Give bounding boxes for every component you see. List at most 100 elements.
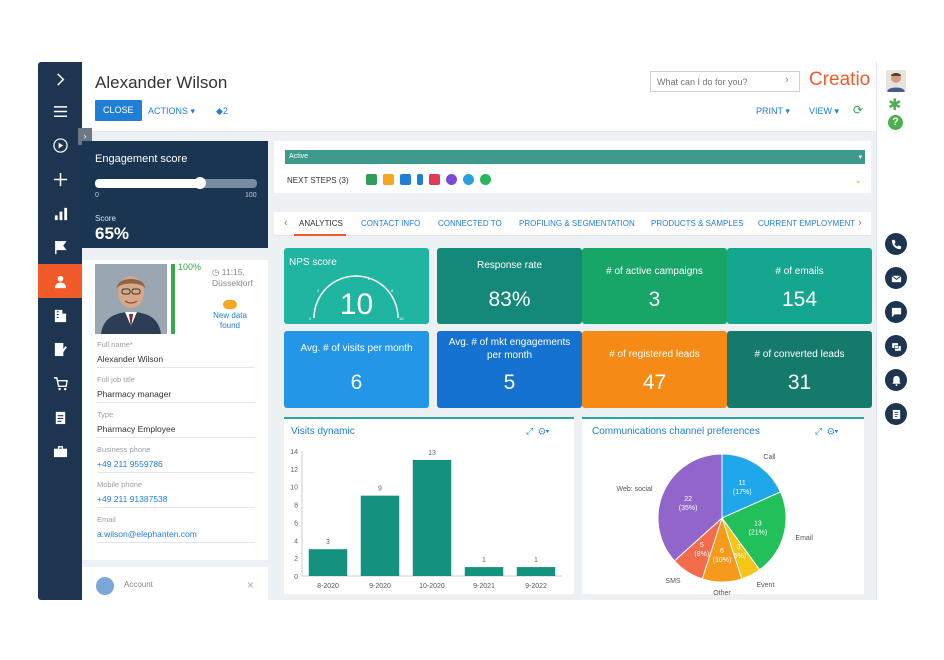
messenger-icon[interactable] (446, 174, 457, 185)
whatsapp-icon[interactable] (480, 174, 491, 185)
engagement-slider[interactable] (95, 177, 257, 189)
stage-panel: Active ▾ NEXT STEPS (3) ⌄ (274, 141, 871, 193)
channel-preferences-chart: Communications channel preferences ⤢ ⚙▾ … (582, 417, 864, 596)
field-value[interactable]: Pharmacy manager (97, 389, 172, 399)
help-icon[interactable]: ? (888, 115, 903, 130)
field-job-title[interactable]: Full job title Pharmacy manager (97, 375, 255, 403)
bar-data-label: 1 (482, 557, 486, 564)
field-mobile-phone[interactable]: Mobile phone +49 211 91387538 (97, 480, 255, 508)
tile-label: NPS score (289, 257, 337, 268)
chevron-right-icon[interactable]: › (785, 74, 789, 86)
view-button[interactable]: VIEW ▾ (809, 106, 840, 116)
refresh-icon[interactable]: ⟳ (853, 103, 864, 117)
tab-contact-info[interactable]: CONTACT INFO (361, 219, 421, 228)
field-email[interactable]: Email a.wilson@elephanten.com (97, 515, 255, 543)
sms-icon[interactable] (429, 174, 440, 185)
field-business-phone[interactable]: Business phone +49 211 9559786 (97, 445, 255, 473)
phone-icon[interactable] (885, 233, 907, 255)
cases-icon[interactable] (38, 434, 82, 468)
account-field[interactable]: Account × (82, 567, 268, 600)
field-value[interactable]: Alexander Wilson (97, 354, 164, 364)
add-icon[interactable] (38, 162, 82, 196)
accounts-icon[interactable] (38, 298, 82, 332)
field-full-name[interactable]: Full name* Alexander Wilson (97, 340, 255, 368)
gauge-tick: 10 (399, 316, 404, 321)
orders-cart-icon[interactable] (38, 366, 82, 400)
telegram-icon[interactable] (463, 174, 474, 185)
collapse-panel-handle[interactable]: › (78, 128, 92, 145)
tags-button[interactable]: ◆2 (216, 106, 228, 117)
flag-icon[interactable] (38, 230, 82, 264)
analytics-icon[interactable] (38, 196, 82, 230)
play-icon[interactable] (38, 128, 82, 162)
left-nav (38, 62, 82, 600)
tile-avg-visits[interactable]: Avg. # of visits per month 6 (284, 331, 429, 408)
tab-connected-to[interactable]: CONNECTED TO (438, 219, 502, 228)
tile-label: Avg. # of visits per month (300, 343, 413, 354)
engagement-max: 100 (245, 192, 257, 199)
tasks-clipboard-icon[interactable] (38, 400, 82, 434)
tab-analytics[interactable]: ANALYTICS (299, 219, 343, 228)
tile-nps-score[interactable]: NPS score 0 2 4 6 8 10 10 (284, 248, 429, 324)
slice-value-label: 3 (737, 544, 741, 551)
documents-icon[interactable] (38, 332, 82, 366)
field-value[interactable]: Pharmacy Employee (97, 424, 176, 434)
tile-label: # of converted leads (754, 349, 845, 360)
chat-icon[interactable] (400, 174, 411, 185)
field-value[interactable]: +49 211 91387538 (97, 494, 168, 504)
settings-icon[interactable]: ⚙▾ (538, 426, 550, 436)
tab-current-employment[interactable]: CURRENT EMPLOYMENT (758, 219, 856, 228)
tile-avg-mkt-engagements[interactable]: Avg. # of mkt engagements per month 5 (437, 331, 582, 408)
chat-icon[interactable] (885, 301, 907, 323)
chevron-left-icon[interactable]: ‹ (284, 217, 288, 229)
account-label: Account (124, 580, 153, 589)
contacts-icon[interactable] (38, 264, 82, 298)
chevron-right-icon[interactable]: › (858, 217, 862, 229)
tile-active-campaigns[interactable]: # of active campaigns 3 (582, 248, 727, 324)
call-icon[interactable] (366, 174, 377, 185)
bar-chart-svg: 0 2 4 6 8 10 12 14 3 8-2020 9 9-2020 13 10-2020 1 9-202… (290, 449, 562, 590)
tile-registered-leads[interactable]: # of registered leads 47 (582, 331, 727, 408)
engagement-slider-knob[interactable] (194, 177, 207, 189)
menu-icon[interactable] (38, 94, 82, 128)
slice-value-label: 5 (700, 542, 704, 549)
contact-photo[interactable] (95, 264, 167, 334)
tile-converted-leads[interactable]: # of converted leads 31 (727, 331, 872, 408)
document-icon[interactable] (885, 403, 907, 425)
slice-value-label: 6 (720, 548, 724, 555)
new-data-found[interactable]: New data found (208, 300, 252, 331)
search-input[interactable] (650, 71, 800, 92)
expand-icon[interactable]: ⤢ (815, 426, 823, 436)
engagement-score-card: Engagement score 0 100 Score 65% (82, 141, 268, 248)
pie-slice (721, 491, 787, 571)
actions-button[interactable]: ACTIONS ▾ (148, 106, 196, 116)
feed-icon[interactable] (885, 335, 907, 357)
user-avatar[interactable] (886, 70, 906, 92)
gear-icon[interactable]: ✱ (888, 97, 902, 114)
email-icon[interactable] (383, 174, 394, 185)
print-button[interactable]: PRINT ▾ (756, 106, 790, 116)
tab-profiling-segmentation[interactable]: PROFILING & SEGMENTATION (519, 219, 635, 228)
y-tick-label: 0 (294, 574, 298, 581)
flag-icon[interactable] (417, 174, 423, 185)
creatio-logo: Creatio (809, 69, 871, 90)
chart-title: Visits dynamic (291, 426, 355, 437)
close-button[interactable]: CLOSE (95, 100, 142, 121)
tab-products-samples[interactable]: PRODUCTS & SAMPLES (651, 219, 744, 228)
expand-nav-icon[interactable] (38, 62, 82, 96)
close-icon[interactable]: × (247, 578, 255, 592)
next-steps[interactable]: NEXT STEPS (3) (287, 176, 349, 185)
score-label: Score (95, 214, 116, 223)
stage-active[interactable]: Active ▾ (285, 150, 865, 164)
tile-response-rate[interactable]: Response rate 83% (437, 248, 582, 324)
email-icon[interactable] (885, 267, 907, 289)
expand-icon[interactable]: ⤢ (526, 426, 534, 436)
chevron-down-icon[interactable]: ⌄ (854, 175, 862, 185)
tile-label: Avg. # of mkt engagements per month (448, 337, 571, 361)
settings-icon[interactable]: ⚙▾ (827, 426, 839, 436)
tile-emails[interactable]: # of emails 154 (727, 248, 872, 324)
field-value[interactable]: +49 211 9559786 (97, 459, 163, 469)
field-value[interactable]: a.wilson@elephanten.com (97, 529, 197, 539)
notification-bell-icon[interactable] (885, 369, 907, 391)
field-type[interactable]: Type Pharmacy Employee (97, 410, 255, 438)
